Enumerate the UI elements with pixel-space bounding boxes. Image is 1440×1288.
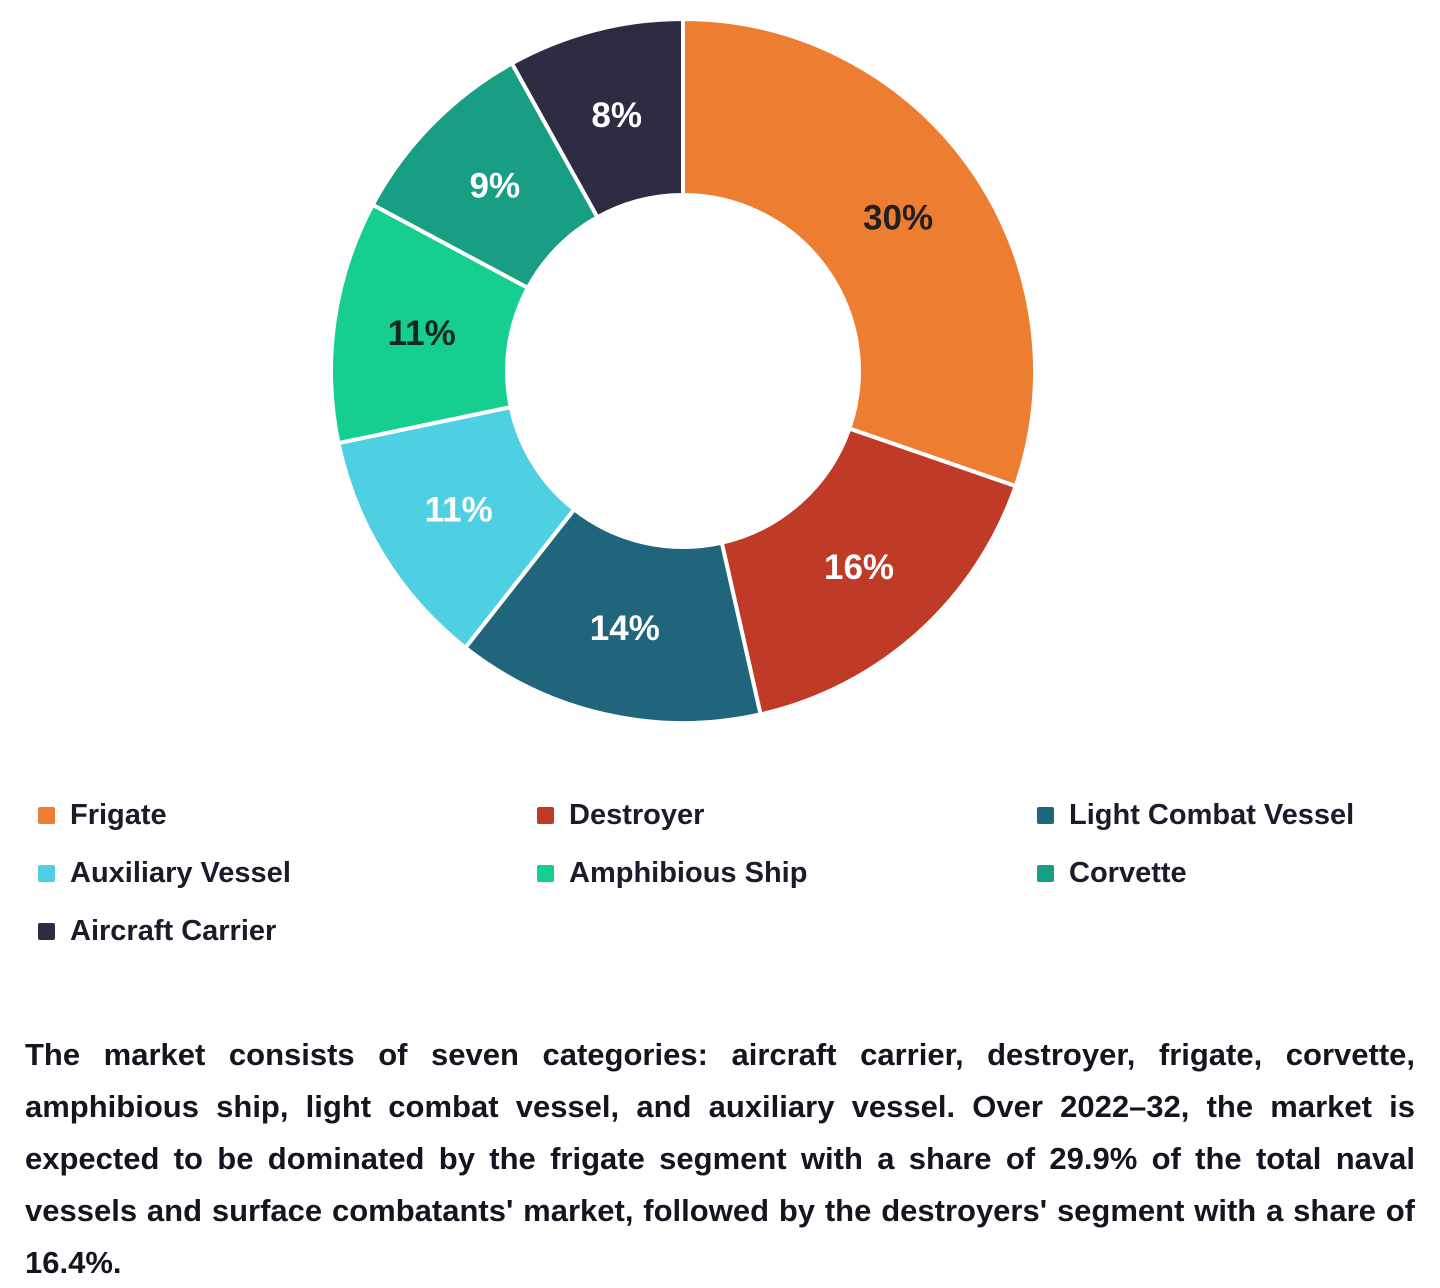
legend-swatch-icon [1037,806,1054,824]
legend-label: Frigate [70,798,167,831]
slice-label-frigate: 30% [863,198,933,237]
legend-label: Aircraft Carrier [70,914,277,947]
legend-swatch-icon [537,806,554,824]
donut-chart-area: 30% 16% 14% 11% 11% 9% 8% [329,17,1037,725]
donut-slice-frigate [681,17,1037,489]
legend-swatch-icon [1037,864,1054,882]
slice-label-auxiliary-vessel: 11% [425,491,493,530]
legend-label: Amphibious Ship [569,856,808,889]
legend-swatch-icon [537,864,554,882]
slice-label-amphibious-ship: 11% [388,314,456,353]
slice-label-corvette: 9% [470,166,521,205]
slice-label-aircraft-carrier: 8% [591,96,642,135]
legend-swatch-icon [38,864,55,882]
donut-slice-destroyer [719,426,1018,717]
legend-item-light-combat-vessel: Light Combat Vessel [1037,795,1440,835]
legend-label: Light Combat Vessel [1069,798,1355,831]
donut-slice-light-combat-vessel [463,507,763,725]
legend: Frigate Destroyer Light Combat Vessel Auxil… [0,795,1440,951]
legend-swatch-icon [38,806,55,824]
legend-label: Auxiliary Vessel [70,856,291,889]
chart-description-text: The market consists of seven categories:… [25,1037,1415,1280]
legend-item-destroyer: Destroyer [537,795,1037,835]
donut-slice-aircraft-carrier [509,17,685,220]
slice-label-light-combat-vessel: 14% [590,609,660,648]
legend-item-amphibious-ship: Amphibious Ship [537,853,1037,893]
legend-item-frigate: Frigate [38,795,537,835]
legend-swatch-icon [38,922,55,940]
legend-item-auxiliary-vessel: Auxiliary Vessel [38,853,537,893]
slice-label-destroyer: 16% [824,548,894,587]
legend-item-corvette: Corvette [1037,853,1440,893]
donut-chart: 30% 16% 14% 11% 11% 9% 8% [329,17,1037,725]
legend-label: Corvette [1069,856,1187,889]
legend-item-aircraft-carrier: Aircraft Carrier [38,911,537,951]
legend-label: Destroyer [569,798,705,831]
